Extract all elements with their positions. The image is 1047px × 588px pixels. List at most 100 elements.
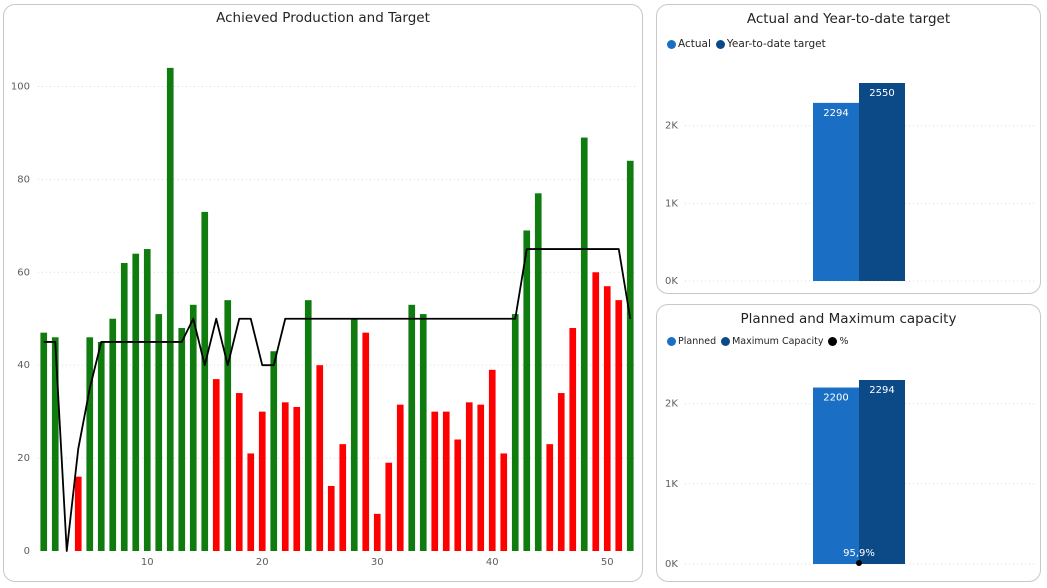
- bar: [615, 300, 623, 551]
- bar: [166, 67, 174, 551]
- bar: [178, 328, 186, 551]
- x-tick-label: 50: [601, 557, 614, 568]
- bar: [224, 300, 232, 551]
- bar: [212, 379, 220, 551]
- y-tick-label: 2K: [665, 399, 678, 410]
- achieved-production-panel: Achieved Production and Target 0 20 40 60 80…: [3, 4, 643, 582]
- bar: [247, 453, 255, 551]
- y-tick-label: 2K: [665, 121, 678, 132]
- bar-actual: [813, 102, 859, 281]
- data-label: 2294: [823, 108, 848, 119]
- bar: [603, 286, 611, 551]
- legend-item-planned[interactable]: Planned: [667, 336, 716, 347]
- planned-max-chart: 0K 1K 2K 2200 2294 95,9%: [665, 380, 1035, 570]
- data-label: 2294: [869, 385, 894, 396]
- legend-label-maximum-capacity: Maximum Capacity: [732, 336, 824, 347]
- x-tick-label: 20: [256, 557, 269, 568]
- bar: [477, 404, 485, 551]
- actual-ytd-legend: Actual Year-to-date target: [667, 38, 831, 50]
- data-label: 2200: [823, 393, 848, 404]
- bar: [201, 211, 209, 551]
- bar: [293, 406, 301, 551]
- bar-maximum-capacity: [859, 380, 905, 564]
- actual-ytd-panel: Actual and Year-to-date target Actual Ye…: [656, 4, 1041, 294]
- legend-label-planned: Planned: [678, 336, 717, 347]
- legend-dot-icon: [667, 39, 676, 49]
- bar: [592, 272, 600, 551]
- bar-planned: [813, 387, 859, 564]
- bar: [373, 513, 381, 551]
- bar: [511, 314, 519, 551]
- bar: [580, 137, 588, 551]
- percent-marker: [856, 560, 862, 566]
- bar: [362, 332, 370, 551]
- bar: [488, 369, 496, 551]
- achieved-production-title: Achieved Production and Target: [216, 10, 430, 26]
- bar: [74, 476, 82, 551]
- x-tick-label: 40: [486, 557, 499, 568]
- bar: [258, 411, 266, 551]
- bar: [465, 402, 473, 551]
- y-tick-label: 40: [17, 360, 30, 371]
- bar: [189, 304, 197, 551]
- legend-label-actual: Actual: [678, 38, 711, 50]
- actual-ytd-title: Actual and Year-to-date target: [746, 11, 951, 27]
- legend-item-maximum-capacity[interactable]: Maximum Capacity: [721, 336, 823, 347]
- y-tick-label: 20: [17, 453, 30, 464]
- bar: [86, 337, 94, 551]
- data-label: 2550: [869, 88, 894, 99]
- bar: [454, 439, 462, 551]
- bar: [419, 314, 427, 551]
- bar: [523, 230, 531, 552]
- actual-ytd-chart: 0K 1K 2K 2294 2550: [665, 83, 1035, 287]
- planned-max-title: Planned and Maximum capacity: [740, 311, 957, 327]
- bar: [396, 404, 404, 551]
- bar: [339, 444, 347, 551]
- legend-label-ytd-target: Year-to-date target: [726, 38, 826, 50]
- bar: [97, 341, 105, 551]
- target-line: [43, 248, 632, 552]
- planned-max-legend: Planned Maximum Capacity %: [667, 336, 854, 347]
- percent-label: 95,9%: [843, 548, 875, 559]
- legend-item-ytd-target[interactable]: Year-to-date target: [715, 38, 826, 50]
- y-tick-label: 60: [17, 267, 30, 278]
- legend-dot-icon: [721, 337, 731, 346]
- y-tick-label: 80: [17, 174, 30, 185]
- bar: [350, 318, 358, 551]
- bar: [431, 411, 439, 551]
- bar: [316, 365, 324, 551]
- bar: [40, 332, 48, 551]
- bar: [385, 462, 393, 551]
- legend-item-percent[interactable]: %: [828, 336, 849, 347]
- y-tick-label: 100: [11, 81, 30, 92]
- legend-dot-icon: [715, 39, 725, 49]
- bar: [120, 262, 128, 551]
- x-tick-label: 30: [371, 557, 384, 568]
- legend-dot-icon: [828, 337, 838, 346]
- bar: [569, 328, 577, 551]
- y-tick-label: 0K: [665, 276, 678, 287]
- bar: [327, 485, 335, 551]
- bar-year-to-date-target: [859, 83, 905, 281]
- bar: [270, 351, 278, 551]
- achieved-production-chart: 0 20 40 60 80 100 10 20 30 40 50: [11, 67, 636, 568]
- bar: [546, 444, 554, 551]
- bar: [626, 160, 634, 552]
- bar: [143, 249, 151, 551]
- bar: [534, 193, 542, 552]
- y-tick-label: 1K: [665, 198, 678, 209]
- bar: [442, 411, 450, 551]
- y-tick-label: 1K: [665, 479, 678, 490]
- bar: [155, 314, 163, 551]
- y-tick-label: 0K: [665, 559, 678, 570]
- bar: [500, 453, 508, 551]
- bar: [51, 337, 59, 551]
- bar: [281, 402, 289, 551]
- bar: [132, 253, 140, 551]
- bar: [408, 304, 416, 551]
- bar: [235, 393, 243, 551]
- legend-dot-icon: [667, 337, 676, 346]
- x-tick-label: 10: [141, 557, 154, 568]
- legend-item-actual[interactable]: Actual: [667, 38, 711, 50]
- bar: [557, 393, 565, 551]
